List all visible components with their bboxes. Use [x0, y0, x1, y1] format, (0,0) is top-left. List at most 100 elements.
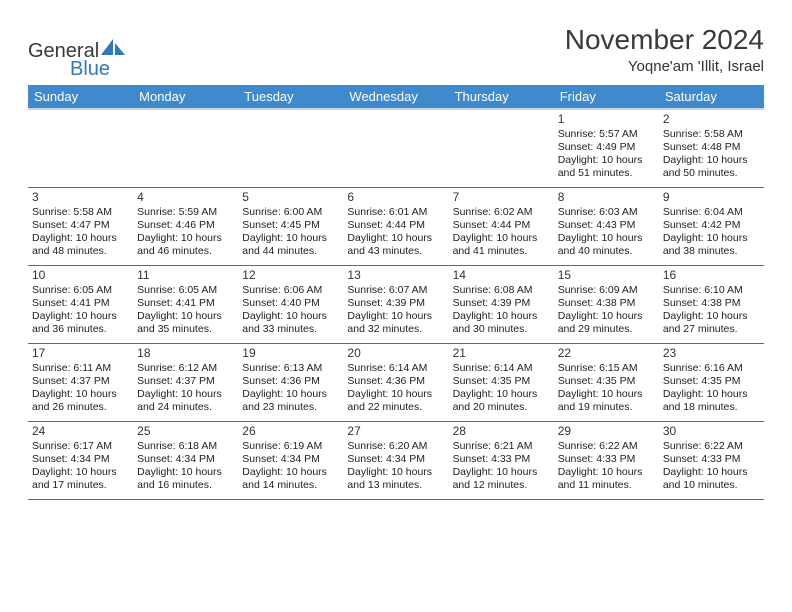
dayhead-thursday: Thursday: [449, 85, 554, 109]
daylight-line: Daylight: 10 hours and 17 minutes.: [32, 466, 129, 492]
day-cell: 8Sunrise: 6:03 AMSunset: 4:43 PMDaylight…: [554, 187, 659, 265]
daylight-line: Daylight: 10 hours and 35 minutes.: [137, 310, 234, 336]
sunset-line: Sunset: 4:41 PM: [137, 297, 234, 310]
day-cell: 24Sunrise: 6:17 AMSunset: 4:34 PMDayligh…: [28, 421, 133, 499]
sunset-line: Sunset: 4:35 PM: [453, 375, 550, 388]
day-number: 30: [663, 424, 760, 439]
day-number: 20: [347, 346, 444, 361]
sunrise-line: Sunrise: 6:03 AM: [558, 206, 655, 219]
sunset-line: Sunset: 4:48 PM: [663, 141, 760, 154]
daylight-line: Daylight: 10 hours and 24 minutes.: [137, 388, 234, 414]
week-row: 10Sunrise: 6:05 AMSunset: 4:41 PMDayligh…: [28, 265, 764, 343]
location: Yoqne'am 'Illit, Israel: [565, 58, 764, 75]
sunrise-line: Sunrise: 6:08 AM: [453, 284, 550, 297]
day-cell: 30Sunrise: 6:22 AMSunset: 4:33 PMDayligh…: [659, 421, 764, 499]
sunrise-line: Sunrise: 6:22 AM: [558, 440, 655, 453]
daylight-line: Daylight: 10 hours and 14 minutes.: [242, 466, 339, 492]
day-cell: 17Sunrise: 6:11 AMSunset: 4:37 PMDayligh…: [28, 343, 133, 421]
daylight-line: Daylight: 10 hours and 23 minutes.: [242, 388, 339, 414]
daylight-line: Daylight: 10 hours and 22 minutes.: [347, 388, 444, 414]
day-cell: 29Sunrise: 6:22 AMSunset: 4:33 PMDayligh…: [554, 421, 659, 499]
sunset-line: Sunset: 4:39 PM: [347, 297, 444, 310]
sunrise-line: Sunrise: 6:15 AM: [558, 362, 655, 375]
day-cell: 18Sunrise: 6:12 AMSunset: 4:37 PMDayligh…: [133, 343, 238, 421]
daylight-line: Daylight: 10 hours and 26 minutes.: [32, 388, 129, 414]
sunrise-line: Sunrise: 6:05 AM: [32, 284, 129, 297]
sunset-line: Sunset: 4:35 PM: [558, 375, 655, 388]
daylight-line: Daylight: 10 hours and 10 minutes.: [663, 466, 760, 492]
sunset-line: Sunset: 4:34 PM: [242, 453, 339, 466]
sunrise-line: Sunrise: 6:16 AM: [663, 362, 760, 375]
day-cell: 10Sunrise: 6:05 AMSunset: 4:41 PMDayligh…: [28, 265, 133, 343]
daylight-line: Daylight: 10 hours and 38 minutes.: [663, 232, 760, 258]
sunset-line: Sunset: 4:36 PM: [347, 375, 444, 388]
dayhead-wednesday: Wednesday: [343, 85, 448, 109]
dayhead-sunday: Sunday: [28, 85, 133, 109]
day-number: 13: [347, 268, 444, 283]
daylight-line: Daylight: 10 hours and 12 minutes.: [453, 466, 550, 492]
sunset-line: Sunset: 4:38 PM: [663, 297, 760, 310]
sunrise-line: Sunrise: 6:14 AM: [453, 362, 550, 375]
sunset-line: Sunset: 4:41 PM: [32, 297, 129, 310]
sunrise-line: Sunrise: 6:02 AM: [453, 206, 550, 219]
sunrise-line: Sunrise: 6:09 AM: [558, 284, 655, 297]
sunset-line: Sunset: 4:37 PM: [32, 375, 129, 388]
day-number: 3: [32, 190, 129, 205]
week-row: 17Sunrise: 6:11 AMSunset: 4:37 PMDayligh…: [28, 343, 764, 421]
dayhead-monday: Monday: [133, 85, 238, 109]
day-cell: 26Sunrise: 6:19 AMSunset: 4:34 PMDayligh…: [238, 421, 343, 499]
sunrise-line: Sunrise: 6:10 AM: [663, 284, 760, 297]
sunset-line: Sunset: 4:35 PM: [663, 375, 760, 388]
dayhead-friday: Friday: [554, 85, 659, 109]
day-number: 8: [558, 190, 655, 205]
sunrise-line: Sunrise: 6:05 AM: [137, 284, 234, 297]
day-cell: [343, 109, 448, 187]
day-number: 6: [347, 190, 444, 205]
day-number: 12: [242, 268, 339, 283]
sunrise-line: Sunrise: 6:13 AM: [242, 362, 339, 375]
sunrise-line: Sunrise: 6:06 AM: [242, 284, 339, 297]
sunset-line: Sunset: 4:36 PM: [242, 375, 339, 388]
day-cell: 14Sunrise: 6:08 AMSunset: 4:39 PMDayligh…: [449, 265, 554, 343]
dayhead-tuesday: Tuesday: [238, 85, 343, 109]
day-cell: 27Sunrise: 6:20 AMSunset: 4:34 PMDayligh…: [343, 421, 448, 499]
day-cell: 19Sunrise: 6:13 AMSunset: 4:36 PMDayligh…: [238, 343, 343, 421]
sunset-line: Sunset: 4:44 PM: [453, 219, 550, 232]
header: General Blue November 2024 Yoqne'am 'Ill…: [28, 24, 764, 75]
day-number: 16: [663, 268, 760, 283]
day-number: 5: [242, 190, 339, 205]
week-row: 3Sunrise: 5:58 AMSunset: 4:47 PMDaylight…: [28, 187, 764, 265]
daylight-line: Daylight: 10 hours and 50 minutes.: [663, 154, 760, 180]
sunset-line: Sunset: 4:37 PM: [137, 375, 234, 388]
sunrise-line: Sunrise: 6:18 AM: [137, 440, 234, 453]
page: General Blue November 2024 Yoqne'am 'Ill…: [0, 0, 792, 516]
daylight-line: Daylight: 10 hours and 46 minutes.: [137, 232, 234, 258]
day-number: 23: [663, 346, 760, 361]
sunrise-line: Sunrise: 5:57 AM: [558, 128, 655, 141]
daylight-line: Daylight: 10 hours and 43 minutes.: [347, 232, 444, 258]
calendar-head: SundayMondayTuesdayWednesdayThursdayFrid…: [28, 85, 764, 109]
day-cell: [133, 109, 238, 187]
daylight-line: Daylight: 10 hours and 40 minutes.: [558, 232, 655, 258]
day-cell: 11Sunrise: 6:05 AMSunset: 4:41 PMDayligh…: [133, 265, 238, 343]
sunrise-line: Sunrise: 6:04 AM: [663, 206, 760, 219]
daylight-line: Daylight: 10 hours and 27 minutes.: [663, 310, 760, 336]
dayhead-saturday: Saturday: [659, 85, 764, 109]
day-cell: 16Sunrise: 6:10 AMSunset: 4:38 PMDayligh…: [659, 265, 764, 343]
day-number: 29: [558, 424, 655, 439]
calendar-table: SundayMondayTuesdayWednesdayThursdayFrid…: [28, 85, 764, 500]
day-cell: 9Sunrise: 6:04 AMSunset: 4:42 PMDaylight…: [659, 187, 764, 265]
day-cell: 20Sunrise: 6:14 AMSunset: 4:36 PMDayligh…: [343, 343, 448, 421]
day-number: 4: [137, 190, 234, 205]
day-cell: 3Sunrise: 5:58 AMSunset: 4:47 PMDaylight…: [28, 187, 133, 265]
day-cell: [28, 109, 133, 187]
sunrise-line: Sunrise: 5:59 AM: [137, 206, 234, 219]
day-number: 26: [242, 424, 339, 439]
day-cell: [238, 109, 343, 187]
day-number: 7: [453, 190, 550, 205]
daylight-line: Daylight: 10 hours and 30 minutes.: [453, 310, 550, 336]
day-cell: 22Sunrise: 6:15 AMSunset: 4:35 PMDayligh…: [554, 343, 659, 421]
day-number: 11: [137, 268, 234, 283]
sunset-line: Sunset: 4:40 PM: [242, 297, 339, 310]
sunset-line: Sunset: 4:33 PM: [558, 453, 655, 466]
